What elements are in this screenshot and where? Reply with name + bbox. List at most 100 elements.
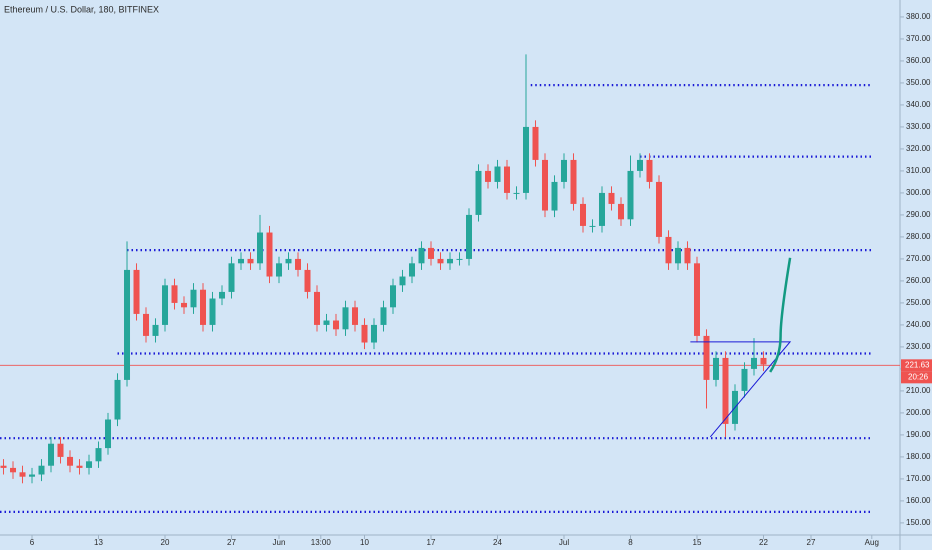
candle-body bbox=[48, 443, 55, 466]
candle-body bbox=[674, 247, 681, 264]
candle-body bbox=[228, 263, 235, 292]
triangle-drawing bbox=[690, 341, 792, 438]
candle-body bbox=[703, 335, 710, 380]
y-tick-label: 180.00 bbox=[906, 452, 931, 461]
candle-body bbox=[285, 258, 292, 264]
candle-body bbox=[494, 166, 501, 182]
candle-body bbox=[86, 461, 93, 468]
candle-body bbox=[409, 263, 416, 277]
candle-body bbox=[19, 472, 26, 477]
candle-body bbox=[276, 263, 283, 277]
candle-body bbox=[532, 126, 539, 160]
candle-body bbox=[323, 320, 330, 325]
candle-body bbox=[67, 456, 74, 466]
candle-body bbox=[200, 289, 207, 325]
candle-body bbox=[76, 465, 83, 468]
candle-body bbox=[371, 324, 378, 343]
y-tick-label: 300.00 bbox=[906, 188, 931, 197]
candle-body bbox=[143, 313, 150, 336]
candle-body bbox=[0, 465, 7, 468]
candle-body bbox=[219, 291, 226, 299]
candle-body bbox=[342, 307, 349, 330]
candle-body bbox=[570, 159, 577, 204]
y-tick-label: 270.00 bbox=[906, 254, 931, 263]
last-price-tag bbox=[901, 359, 932, 372]
x-tick-label: 27 bbox=[227, 538, 236, 547]
y-tick-label: 280.00 bbox=[906, 232, 931, 241]
x-tick-label: 15 bbox=[693, 538, 702, 547]
candle-body bbox=[541, 159, 548, 211]
candle-body bbox=[390, 285, 397, 308]
candle-body bbox=[579, 203, 586, 226]
x-tick-label: 13 bbox=[94, 538, 103, 547]
candle-body bbox=[38, 465, 45, 475]
candle-body bbox=[760, 357, 767, 365]
x-tick-label: 17 bbox=[427, 538, 436, 547]
y-tick-label: 190.00 bbox=[906, 430, 931, 439]
x-tick-label: 8 bbox=[628, 538, 633, 547]
candle-body bbox=[522, 126, 529, 193]
candle-body bbox=[589, 225, 596, 227]
candle-body bbox=[114, 379, 121, 420]
candle-body bbox=[266, 232, 273, 277]
x-tick-label: Jun bbox=[273, 538, 286, 547]
x-tick-label: 20 bbox=[161, 538, 170, 547]
candle-body bbox=[57, 443, 64, 457]
candle-body bbox=[124, 269, 131, 380]
x-tick-label: 13:00 bbox=[311, 538, 332, 547]
x-tick-label: 6 bbox=[30, 538, 35, 547]
y-tick-label: 320.00 bbox=[906, 144, 931, 153]
candle-body bbox=[295, 258, 302, 270]
candle-body bbox=[428, 247, 435, 259]
y-tick-label: 230.00 bbox=[906, 342, 931, 351]
x-tick-label: 10 bbox=[360, 538, 369, 547]
chart-title: Ethereum / U.S. Dollar, 180, BITFINEX bbox=[4, 4, 159, 14]
candle-body bbox=[105, 419, 112, 449]
candle-body bbox=[10, 467, 17, 473]
y-tick-label: 200.00 bbox=[906, 408, 931, 417]
candle-body bbox=[513, 192, 520, 194]
y-tick-label: 350.00 bbox=[906, 78, 931, 87]
candle-body bbox=[352, 307, 359, 325]
y-tick-label: 290.00 bbox=[906, 210, 931, 219]
candle-body bbox=[361, 324, 368, 343]
candle-body bbox=[608, 192, 615, 204]
projection-curve bbox=[769, 257, 792, 373]
candle-body bbox=[456, 258, 463, 260]
candle-body bbox=[465, 214, 472, 259]
x-tick-label: 27 bbox=[807, 538, 816, 547]
candle-body bbox=[617, 203, 624, 220]
candle-body bbox=[247, 258, 254, 264]
y-tick-label: 210.00 bbox=[906, 386, 931, 395]
candle-body bbox=[133, 269, 140, 314]
candle-body bbox=[684, 247, 691, 264]
candle-body bbox=[665, 236, 672, 264]
y-tick-label: 340.00 bbox=[906, 100, 931, 109]
candle-body bbox=[162, 285, 169, 325]
y-tick-label: 240.00 bbox=[906, 320, 931, 329]
candle-body bbox=[627, 170, 634, 220]
candle-body bbox=[655, 181, 662, 237]
candle-body bbox=[437, 258, 444, 264]
candle-body bbox=[551, 181, 558, 211]
candle-body bbox=[399, 276, 406, 286]
candle-body bbox=[503, 166, 510, 193]
y-tick-label: 380.00 bbox=[906, 12, 931, 21]
x-tick-label: Jul bbox=[559, 538, 569, 547]
countdown-label: 20:26 bbox=[908, 372, 929, 381]
x-tick-label: 22 bbox=[759, 538, 768, 547]
candle-body bbox=[560, 159, 567, 182]
candle-body bbox=[314, 291, 321, 325]
candle-body bbox=[484, 170, 491, 182]
candle-body bbox=[693, 263, 700, 336]
y-tick-label: 370.00 bbox=[906, 34, 931, 43]
y-tick-label: 150.00 bbox=[906, 518, 931, 527]
candle-body bbox=[598, 192, 605, 226]
candle-body bbox=[257, 232, 264, 264]
candle-body bbox=[333, 320, 340, 330]
countdown-tag bbox=[901, 371, 932, 384]
candle-body bbox=[29, 474, 36, 477]
candle-body bbox=[209, 298, 216, 325]
y-tick-label: 330.00 bbox=[906, 122, 931, 131]
y-tick-label: 310.00 bbox=[906, 166, 931, 175]
